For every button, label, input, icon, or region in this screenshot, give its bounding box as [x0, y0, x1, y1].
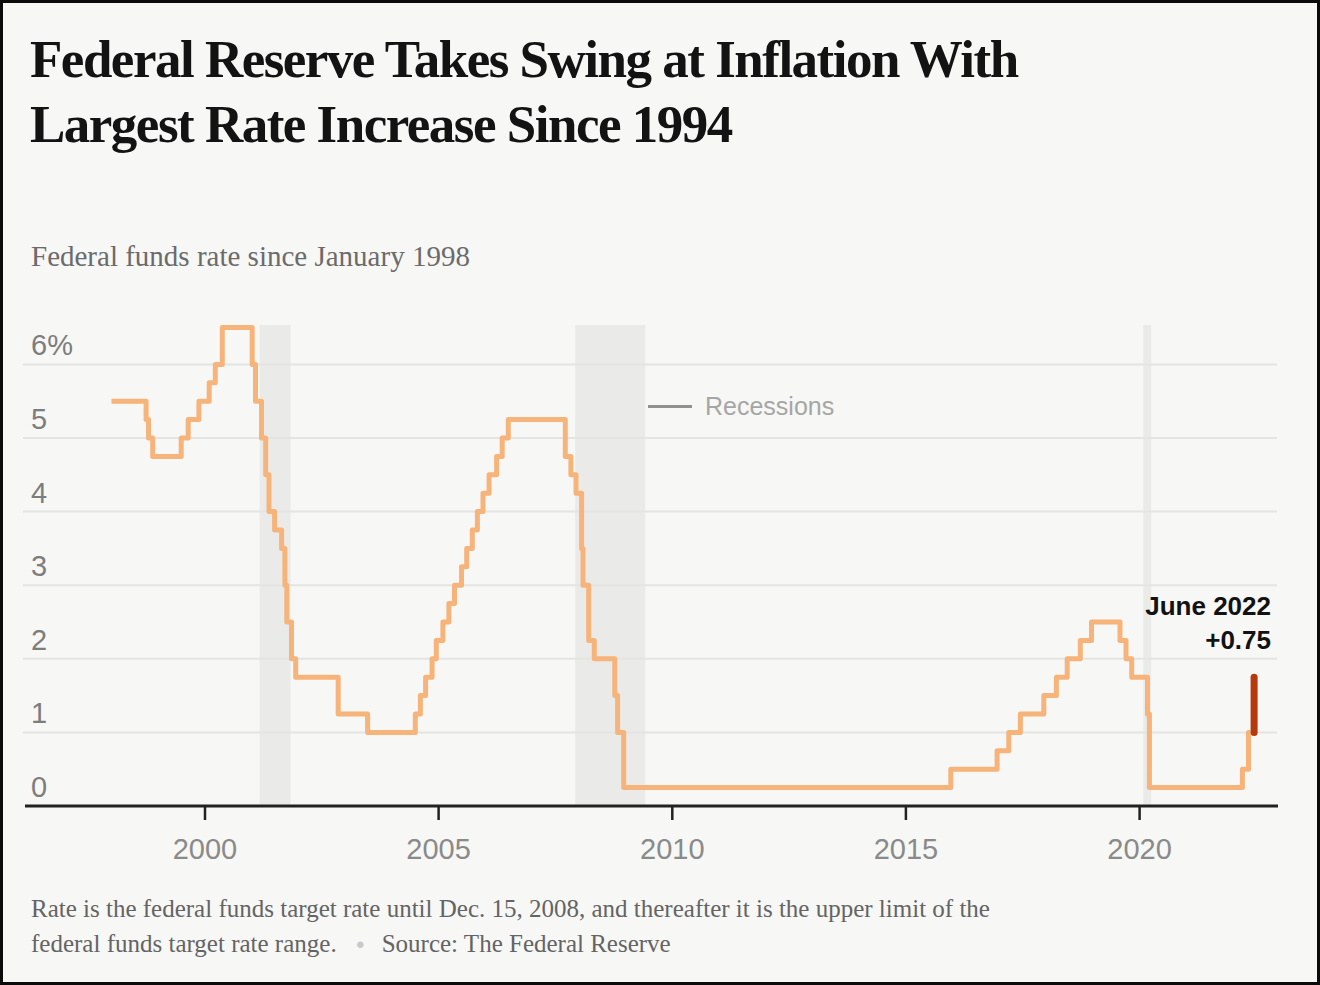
source-credit: Source: The Federal Reserve — [382, 930, 671, 957]
y-axis-label: 1 — [31, 697, 47, 729]
fed-funds-rate-chart: 0 1 2 3 4 5 6% 2000 2005 2010 2015 2020 — [3, 3, 1320, 985]
y-axis-label: 6% — [31, 329, 73, 361]
recessions-legend: Recessions — [648, 392, 834, 421]
footnote-line-1: Rate is the federal funds target rate un… — [31, 895, 990, 922]
x-axis-label: 2005 — [406, 833, 471, 865]
y-axis-label: 3 — [31, 550, 47, 582]
legend-line-swatch — [648, 405, 692, 408]
legend-label: Recessions — [705, 392, 834, 421]
x-axis-label: 2010 — [640, 833, 705, 865]
x-axis-label: 2000 — [173, 833, 238, 865]
y-axis-label: 4 — [31, 477, 47, 509]
x-axis-label: 2015 — [874, 833, 939, 865]
annotation-change: +0.75 — [1145, 623, 1271, 657]
recession-band — [575, 325, 645, 806]
article-chart-card: Federal Reserve Takes Swing at Inflation… — [0, 0, 1320, 985]
june-2022-annotation: June 2022 +0.75 — [1145, 589, 1271, 657]
footnote: Rate is the federal funds target rate un… — [31, 891, 1276, 962]
x-axis-label: 2020 — [1107, 833, 1172, 865]
y-axis-label: 0 — [31, 771, 47, 803]
bullet-separator-icon: ● — [356, 936, 365, 952]
annotation-date: June 2022 — [1145, 589, 1271, 623]
y-axis-label: 2 — [31, 624, 47, 656]
footnote-line-2: federal funds target rate range. — [31, 930, 337, 957]
y-axis-label: 5 — [31, 403, 47, 435]
